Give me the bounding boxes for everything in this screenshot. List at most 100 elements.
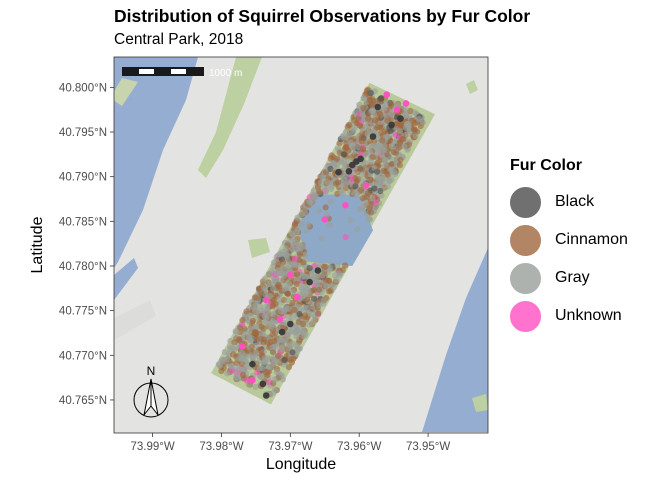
observation-point bbox=[266, 280, 273, 288]
observation-point bbox=[327, 165, 334, 172]
observation-point bbox=[288, 230, 295, 237]
observation-point bbox=[296, 251, 304, 258]
observation-point bbox=[277, 250, 284, 257]
observation-point bbox=[272, 386, 279, 393]
observation-point bbox=[303, 227, 310, 234]
observation-point bbox=[315, 301, 323, 308]
observation-point bbox=[251, 294, 259, 301]
observation-point bbox=[356, 205, 363, 213]
observation-point-unknown bbox=[249, 377, 256, 384]
observation-point bbox=[317, 179, 324, 186]
observation-point bbox=[316, 208, 323, 215]
y-tick-label: 40.765°N bbox=[59, 395, 107, 407]
observation-point bbox=[278, 346, 285, 353]
observation-point bbox=[366, 96, 374, 103]
east-river bbox=[422, 248, 488, 432]
observation-point bbox=[245, 331, 252, 338]
observation-point bbox=[340, 189, 347, 196]
park-block-b bbox=[466, 80, 478, 94]
map-panel[interactable] bbox=[110, 57, 488, 433]
scale-bar-label: 1000 m bbox=[209, 68, 242, 79]
observation-point bbox=[310, 191, 317, 198]
observation-point bbox=[381, 143, 388, 150]
observation-point bbox=[405, 120, 412, 127]
observation-point bbox=[224, 370, 231, 377]
observation-point bbox=[358, 138, 365, 145]
observation-point bbox=[391, 171, 399, 178]
observation-point bbox=[318, 235, 325, 242]
observation-point bbox=[388, 112, 395, 119]
observation-point bbox=[258, 365, 266, 372]
observation-point-black bbox=[357, 155, 364, 163]
observation-point bbox=[359, 145, 367, 152]
observation-point bbox=[261, 275, 268, 282]
observation-point bbox=[227, 343, 234, 351]
observation-point bbox=[381, 105, 388, 112]
observation-point-unknown bbox=[321, 216, 329, 223]
observation-point bbox=[228, 362, 235, 370]
y-tick-label: 40.800°N bbox=[59, 82, 107, 94]
legend-item-unknown[interactable]: Unknown bbox=[510, 297, 628, 335]
observation-point bbox=[381, 178, 388, 185]
observation-point bbox=[340, 176, 347, 183]
legend-label-gray: Gray bbox=[555, 269, 590, 286]
observation-point bbox=[340, 134, 347, 141]
park-block-a bbox=[248, 238, 270, 258]
observation-point bbox=[358, 166, 365, 173]
observation-point bbox=[364, 131, 371, 138]
legend-item-cinnamon[interactable]: Cinnamon bbox=[510, 221, 628, 259]
observation-point bbox=[395, 144, 402, 151]
observation-point bbox=[342, 234, 349, 241]
x-axis-title: Longitude bbox=[266, 456, 336, 473]
observation-point bbox=[323, 277, 330, 284]
observation-point bbox=[240, 371, 247, 378]
legend-item-gray[interactable]: Gray bbox=[510, 259, 628, 297]
panel-border bbox=[113, 56, 489, 434]
x-tick-label: 73.96°W bbox=[337, 441, 381, 453]
observation-point bbox=[293, 280, 300, 288]
observation-point-unknown bbox=[262, 296, 270, 304]
observation-point bbox=[264, 302, 271, 309]
observation-point bbox=[301, 333, 308, 340]
observation-point bbox=[377, 188, 384, 195]
observation-point bbox=[354, 226, 361, 233]
observation-point bbox=[352, 109, 359, 116]
observation-point bbox=[401, 143, 408, 150]
observation-point bbox=[310, 287, 317, 294]
legend-item-black[interactable]: Black bbox=[510, 183, 628, 221]
observation-point bbox=[253, 300, 260, 307]
observation-point bbox=[371, 185, 378, 192]
observation-point bbox=[292, 238, 299, 245]
observation-point bbox=[368, 102, 375, 109]
observation-point bbox=[359, 111, 366, 118]
observation-point bbox=[273, 270, 281, 277]
observation-point bbox=[249, 317, 256, 325]
observation-point bbox=[376, 181, 383, 188]
observation-point bbox=[342, 262, 349, 269]
observation-point bbox=[369, 195, 376, 202]
observation-point bbox=[291, 220, 299, 227]
observation-point bbox=[323, 188, 330, 195]
observation-point-black bbox=[287, 320, 294, 328]
observation-point bbox=[275, 296, 282, 303]
observation-point-black bbox=[397, 115, 404, 122]
observation-point bbox=[316, 286, 323, 293]
observation-point bbox=[269, 348, 277, 355]
observation-point bbox=[276, 283, 283, 290]
y-axis-ticks: 40.765°N 40.770°N 40.775°N 40.780°N 40.785°N… bbox=[59, 82, 114, 407]
observation-point bbox=[257, 373, 264, 380]
observation-point bbox=[264, 307, 271, 314]
observation-point bbox=[243, 377, 250, 384]
observation-point bbox=[350, 117, 357, 124]
observation-point bbox=[302, 205, 309, 212]
observation-point bbox=[360, 95, 368, 102]
observation-point bbox=[258, 335, 265, 342]
reservoir-water bbox=[297, 194, 373, 266]
observation-point bbox=[356, 122, 363, 129]
observation-point bbox=[273, 369, 280, 376]
riverside-park bbox=[198, 57, 262, 178]
observation-point bbox=[272, 344, 279, 351]
observation-point bbox=[374, 160, 381, 167]
observation-point bbox=[253, 349, 260, 356]
